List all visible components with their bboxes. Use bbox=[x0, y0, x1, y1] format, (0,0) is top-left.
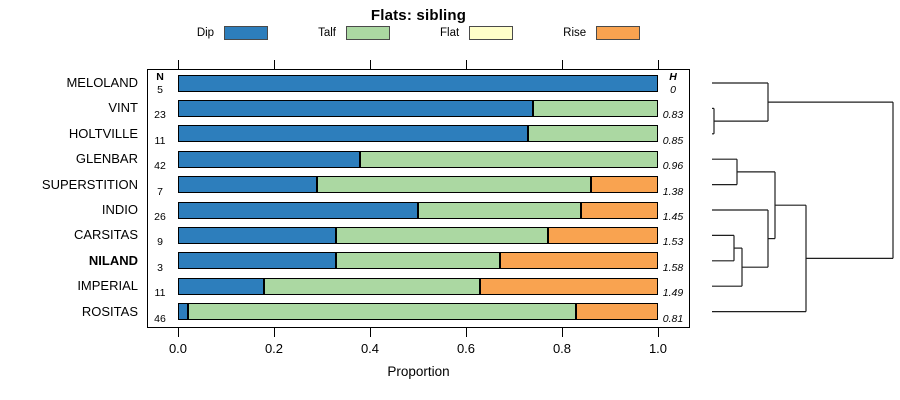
legend-label: Dip bbox=[196, 27, 215, 39]
x-axis-title: Proportion bbox=[387, 364, 450, 379]
legend-item-dip: Dip bbox=[196, 26, 269, 40]
bar-segment-dip bbox=[178, 252, 337, 270]
bar-segment-rise bbox=[581, 201, 658, 219]
axis-tick-bottom bbox=[658, 328, 659, 337]
h-value: 1.49 bbox=[662, 287, 684, 300]
bar-segment-dip bbox=[178, 303, 188, 321]
h-value: 1.53 bbox=[662, 236, 684, 249]
axis-tick-label: 0.8 bbox=[552, 341, 572, 356]
bar-segment-talf bbox=[317, 176, 591, 194]
legend-swatch-dip bbox=[224, 26, 269, 40]
row-label: SUPERSTITION bbox=[41, 176, 138, 192]
row-label: MELOLAND bbox=[66, 75, 138, 90]
n-value: 42 bbox=[154, 160, 166, 173]
n-value: 26 bbox=[154, 211, 166, 223]
n-value: 5 bbox=[157, 84, 163, 96]
axis-tick-top bbox=[562, 60, 563, 69]
legend-item-flat: Flat bbox=[439, 26, 514, 40]
h-value: 0.96 bbox=[662, 160, 684, 173]
legend: Dip Talf Flat Rise bbox=[147, 26, 690, 40]
n-value: 9 bbox=[157, 236, 163, 249]
bar-segment-talf bbox=[336, 252, 500, 270]
axis-tick-label: 0.0 bbox=[168, 341, 188, 356]
bar-segment-talf bbox=[264, 277, 481, 295]
row-label: GLENBAR bbox=[75, 151, 138, 167]
h-column-header: H bbox=[669, 71, 677, 83]
bar-segment-dip bbox=[178, 201, 418, 219]
legend-label: Talf bbox=[318, 27, 336, 39]
row-label: HOLTVILLE bbox=[68, 125, 138, 141]
legend-label: Flat bbox=[439, 27, 460, 39]
axis-tick-top bbox=[658, 60, 659, 69]
axis-tick-top bbox=[466, 60, 467, 69]
h-value: 0.85 bbox=[662, 134, 684, 147]
h-value: 1.38 bbox=[662, 185, 684, 198]
dendrogram bbox=[712, 82, 894, 313]
row-label: CARSITAS bbox=[73, 227, 138, 243]
bar-segment-dip bbox=[178, 99, 534, 117]
n-value: 11 bbox=[154, 287, 166, 300]
legend-swatch-rise bbox=[596, 26, 641, 40]
bar-segment-dip bbox=[178, 226, 337, 244]
axis-tick-top bbox=[370, 60, 371, 69]
h-value: 0 bbox=[670, 84, 676, 96]
axis-tick-label: 0.4 bbox=[360, 341, 380, 356]
axis-tick-bottom bbox=[466, 328, 467, 337]
bar-segment-dip bbox=[178, 277, 265, 295]
axis-tick-top bbox=[274, 60, 275, 69]
bar-segment-dip bbox=[178, 176, 318, 194]
bar-segment-talf bbox=[187, 303, 577, 321]
h-value: 0.83 bbox=[662, 109, 684, 122]
row-label: VINT bbox=[108, 100, 138, 116]
bar-segment-talf bbox=[533, 99, 658, 117]
axis-tick-label: 0.2 bbox=[264, 341, 284, 356]
axis-tick-bottom bbox=[370, 328, 371, 337]
axis-tick-label: 0.6 bbox=[456, 341, 476, 356]
n-value: 3 bbox=[157, 261, 163, 274]
bar-segment-rise bbox=[576, 303, 658, 321]
bar-segment-talf bbox=[528, 125, 658, 143]
plot-box bbox=[147, 69, 690, 328]
bar-segment-dip bbox=[178, 125, 529, 143]
bar-segment-dip bbox=[178, 150, 361, 168]
legend-swatch-flat bbox=[469, 26, 514, 40]
n-value: 46 bbox=[154, 312, 166, 325]
legend-label: Rise bbox=[563, 27, 587, 39]
legend-item-talf: Talf bbox=[318, 26, 390, 40]
legend-swatch-talf bbox=[345, 26, 390, 40]
row-label: ROSITAS bbox=[81, 303, 138, 319]
n-value: 23 bbox=[154, 109, 166, 122]
bar-segment-rise bbox=[547, 226, 658, 244]
h-value: 1.58 bbox=[662, 261, 684, 274]
bar-segment-dip bbox=[178, 74, 658, 92]
axis-tick-bottom bbox=[178, 328, 179, 337]
bar-segment-talf bbox=[360, 150, 658, 168]
h-value: 0.81 bbox=[662, 312, 684, 325]
chart-title: Flats: sibling bbox=[370, 7, 467, 24]
legend-item-rise: Rise bbox=[563, 26, 641, 40]
bar-segment-talf bbox=[336, 226, 548, 244]
h-value: 1.45 bbox=[662, 211, 684, 223]
axis-tick-label: 1.0 bbox=[648, 341, 668, 356]
row-label: NILAND bbox=[88, 252, 138, 268]
axis-tick-top bbox=[178, 60, 179, 69]
n-value: 11 bbox=[154, 134, 166, 147]
n-column-header: N bbox=[156, 71, 164, 83]
axis-tick-bottom bbox=[274, 328, 275, 337]
bar-segment-talf bbox=[418, 201, 582, 219]
row-label: INDIO bbox=[101, 202, 138, 217]
bar-segment-rise bbox=[480, 277, 658, 295]
bar-segment-rise bbox=[590, 176, 658, 194]
axis-tick-bottom bbox=[562, 328, 563, 337]
n-value: 7 bbox=[157, 185, 163, 198]
bar-segment-rise bbox=[499, 252, 658, 270]
row-label: IMPERIAL bbox=[77, 278, 138, 294]
